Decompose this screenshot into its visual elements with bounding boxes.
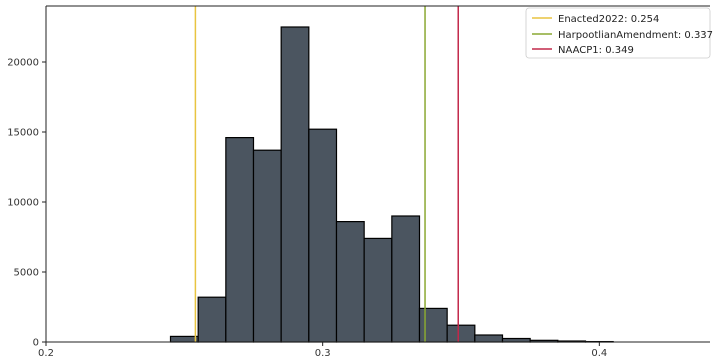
histogram-bar-8 (391, 215, 421, 343)
x-ticks: 0.2 0.3 0.4 (38, 342, 607, 359)
legend-label-naacp1: NAACP1: 0.349 (558, 45, 634, 56)
legend-label-harpootlian-amendment: HarpootlianAmendment: 0.337 (558, 30, 713, 41)
histogram-bar-11 (474, 334, 504, 343)
reference-lines (194, 6, 459, 342)
histogram-bar-6 (335, 221, 365, 343)
x-tick-label-0: 0.2 (38, 348, 54, 359)
y-tick-label-2: 10000 (7, 198, 39, 209)
legend-label-enacted2022: Enacted2022: 0.254 (558, 14, 659, 25)
legend: Enacted2022: 0.254 HarpootlianAmendment:… (525, 7, 713, 59)
histogram-bar-4 (280, 26, 310, 343)
histogram-bars (169, 26, 614, 343)
histogram-bar-0 (169, 335, 199, 343)
y-tick-label-0: 0 (33, 338, 39, 349)
legend-box (525, 7, 711, 59)
histogram-bar-7 (363, 237, 393, 343)
histogram-bar-1 (197, 296, 227, 343)
y-tick-label-3: 15000 (7, 128, 39, 139)
histogram-bar-3 (252, 149, 282, 343)
x-tick-label-2: 0.4 (591, 348, 607, 359)
histogram-bar-9 (418, 307, 448, 343)
y-tick-label-4: 20000 (7, 58, 39, 69)
histogram-bar-12 (501, 337, 531, 343)
histogram-bar-2 (225, 137, 255, 343)
histogram-bar-5 (308, 128, 338, 343)
y-ticks: 0 5000 10000 15000 20000 (7, 58, 46, 349)
x-tick-label-1: 0.3 (315, 348, 331, 359)
y-tick-label-1: 5000 (14, 268, 39, 279)
histogram-bar-10 (446, 324, 476, 343)
